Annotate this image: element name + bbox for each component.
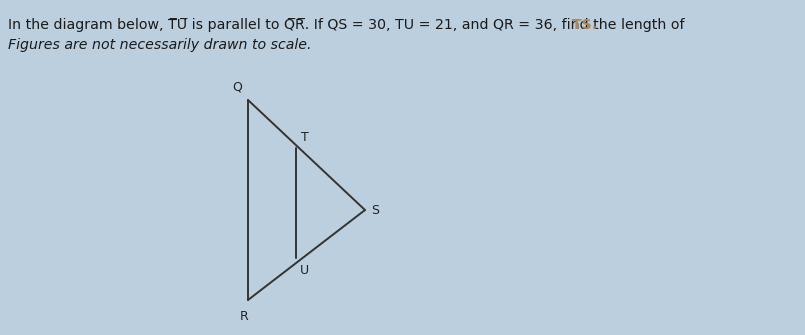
Text: U: U	[300, 264, 309, 277]
Text: S: S	[371, 203, 379, 216]
Text: R: R	[240, 310, 249, 323]
Text: Figures are not necessarily drawn to scale.: Figures are not necessarily drawn to sca…	[8, 38, 312, 52]
Text: T: T	[301, 131, 309, 144]
Text: TS.: TS.	[567, 18, 597, 32]
Text: Q: Q	[232, 81, 242, 94]
Text: In the diagram below, T̅U̅ is parallel to Q̅R̅. If QS = 30, TU = 21, and QR = 36: In the diagram below, T̅U̅ is parallel t…	[8, 18, 684, 32]
